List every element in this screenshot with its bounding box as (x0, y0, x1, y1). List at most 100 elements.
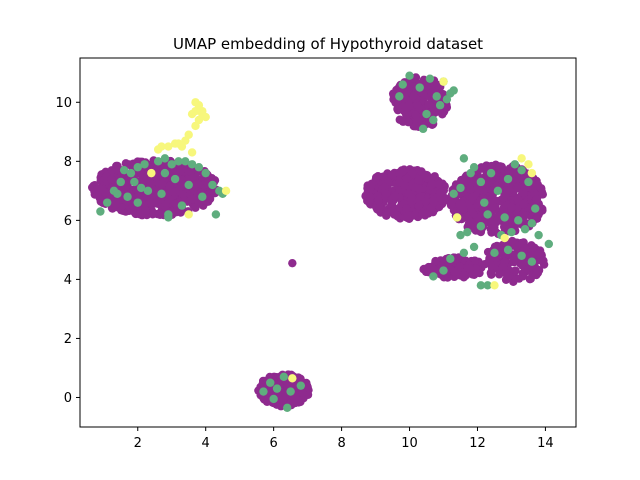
purple-point (495, 162, 505, 171)
green-point (534, 230, 543, 240)
purple-point (487, 161, 496, 171)
green-point (459, 248, 469, 258)
purple-point (178, 190, 188, 199)
purple-point (404, 118, 413, 127)
purple-point (459, 205, 468, 214)
x-tick-label: 14 (537, 436, 554, 451)
purple-point (480, 164, 489, 174)
green-point (476, 177, 486, 187)
x-tick-label: 12 (469, 436, 486, 451)
purple-point (176, 182, 186, 192)
green-point (517, 251, 526, 260)
green-point (130, 177, 139, 187)
purple-point (176, 208, 185, 217)
purple-point (392, 211, 401, 220)
purple-point (465, 217, 475, 226)
yellow-point (201, 112, 210, 122)
purple-point (402, 87, 411, 97)
purple-point (411, 122, 420, 131)
purple-point (532, 194, 542, 204)
green-point (153, 157, 163, 166)
green-point (170, 174, 180, 184)
yellow-point (164, 142, 173, 151)
purple-point (381, 189, 391, 198)
green-point (116, 177, 125, 187)
green-point (272, 384, 282, 393)
green-point (449, 86, 458, 95)
purple-point (364, 196, 374, 206)
green-point (405, 71, 414, 80)
green-point (194, 163, 204, 172)
green-point (140, 160, 149, 169)
purple-point (395, 178, 404, 187)
purple-point (164, 195, 174, 204)
green-point (503, 174, 513, 184)
yellow-point (524, 160, 533, 169)
green-point (211, 210, 221, 219)
yellow-point (147, 168, 156, 178)
purple-point (288, 258, 297, 268)
green-point (395, 92, 404, 101)
green-point (157, 189, 166, 198)
yellow-point (187, 109, 197, 119)
axes-layer: 2 4 6 8 10 12 14 0 2 4 6 8 10 (55, 96, 553, 451)
green-point (507, 227, 516, 237)
purple-point (409, 91, 418, 101)
green-point (429, 272, 438, 281)
purple-point (187, 195, 197, 204)
green-point (483, 210, 492, 219)
green-point (143, 186, 153, 196)
purple-point (378, 172, 388, 181)
purple-point (505, 186, 514, 195)
purple-point (421, 170, 431, 180)
green-point (208, 180, 217, 190)
chart-title: UMAP embedding of Hypothyroid dataset (173, 35, 483, 53)
green-point (266, 378, 275, 387)
purple-point (111, 200, 120, 210)
x-tick-label: 8 (337, 436, 345, 451)
green-point (283, 403, 292, 413)
purple-point (414, 176, 423, 186)
green-point (269, 394, 278, 404)
green-point (425, 74, 435, 83)
green-point (480, 198, 489, 207)
yellow-point (490, 281, 499, 290)
purple-point (418, 209, 427, 218)
green-point (422, 109, 431, 119)
green-point (432, 92, 441, 101)
purple-point (411, 110, 420, 120)
yellow-point (288, 374, 297, 383)
purple-point (402, 204, 411, 213)
yellow-point (191, 121, 200, 131)
purple-point (186, 167, 195, 176)
yellow-point (187, 148, 197, 157)
purple-point (520, 211, 529, 221)
purple-point (141, 205, 150, 215)
green-point (123, 192, 132, 201)
purple-point (93, 190, 102, 200)
purple-point (176, 166, 186, 175)
purple-point (428, 196, 438, 205)
purple-point (391, 191, 400, 201)
y-tick-label: 0 (64, 391, 72, 406)
purple-point (446, 201, 456, 210)
green-point (415, 83, 424, 92)
purple-point (517, 239, 527, 249)
yellow-point (439, 77, 448, 86)
purple-point (533, 180, 543, 189)
green-point (456, 183, 465, 193)
purple-point (470, 256, 479, 266)
green-point (527, 257, 537, 266)
purple-point (155, 210, 165, 219)
green-point (418, 124, 428, 134)
y-tick-label: 4 (64, 273, 72, 288)
purple-point (534, 250, 543, 259)
purple-point (514, 274, 524, 283)
green-point (181, 157, 190, 166)
y-tick-label: 2 (64, 332, 72, 347)
green-point (102, 198, 112, 207)
purple-point (459, 271, 468, 280)
purple-point (134, 191, 143, 200)
purple-point (493, 216, 502, 225)
purple-point (189, 186, 198, 195)
